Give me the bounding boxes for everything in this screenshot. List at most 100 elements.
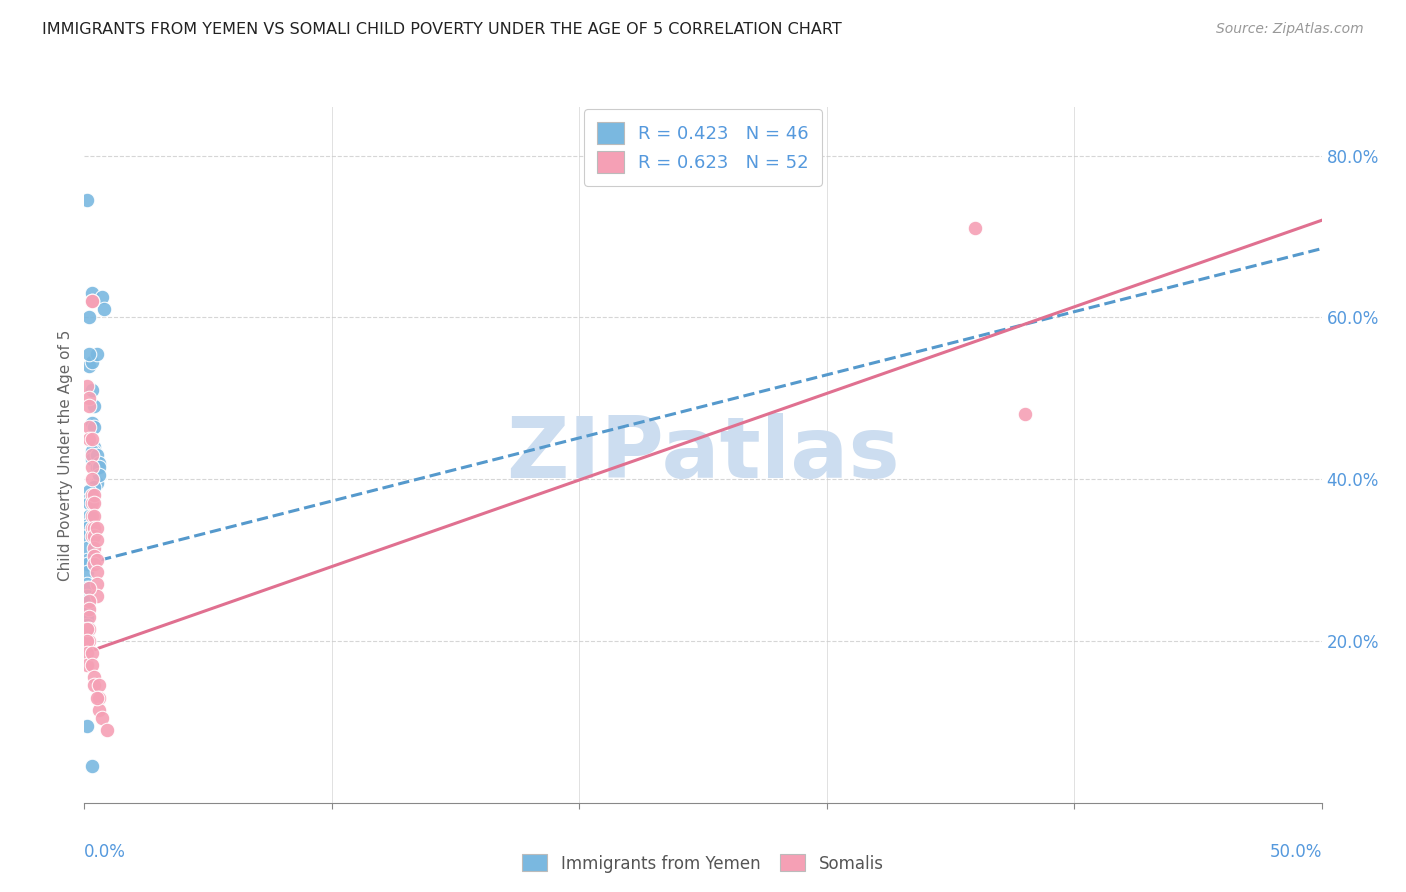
- Point: [80, 286, 103, 301]
- Point: [1014, 408, 1036, 422]
- Point: [86, 690, 108, 705]
- Point: [80, 658, 103, 673]
- Point: [80, 452, 103, 467]
- Point: [80, 521, 103, 535]
- Point: [86, 476, 108, 491]
- Point: [83, 557, 105, 571]
- Point: [80, 443, 103, 458]
- Point: [79, 492, 101, 507]
- Point: [79, 496, 101, 510]
- Point: [80, 416, 103, 430]
- Point: [86, 566, 108, 580]
- Point: [80, 432, 103, 446]
- Point: [76, 622, 98, 636]
- Text: Source: ZipAtlas.com: Source: ZipAtlas.com: [1216, 22, 1364, 37]
- Point: [76, 529, 98, 543]
- Point: [83, 496, 105, 510]
- Point: [86, 553, 108, 567]
- Point: [80, 294, 103, 309]
- Point: [83, 678, 105, 692]
- Point: [80, 488, 103, 502]
- Point: [86, 460, 108, 475]
- Y-axis label: Child Poverty Under the Age of 5: Child Poverty Under the Age of 5: [58, 329, 73, 581]
- Point: [86, 521, 108, 535]
- Point: [76, 541, 98, 555]
- Point: [80, 472, 103, 486]
- Point: [83, 440, 105, 454]
- Point: [79, 419, 101, 434]
- Point: [76, 626, 98, 640]
- Point: [93, 302, 115, 317]
- Text: 50.0%: 50.0%: [1270, 843, 1322, 861]
- Point: [79, 432, 101, 446]
- Point: [83, 541, 105, 555]
- Point: [76, 557, 98, 571]
- Point: [76, 658, 98, 673]
- Point: [80, 508, 103, 523]
- Point: [80, 355, 103, 369]
- Point: [83, 488, 105, 502]
- Point: [90, 290, 112, 304]
- Point: [83, 670, 105, 684]
- Point: [76, 577, 98, 591]
- Point: [76, 617, 98, 632]
- Point: [83, 529, 105, 543]
- Point: [80, 496, 103, 510]
- Point: [79, 622, 101, 636]
- Point: [80, 383, 103, 397]
- Point: [79, 392, 101, 406]
- Point: [965, 221, 987, 235]
- Point: [76, 719, 98, 733]
- Point: [76, 593, 98, 607]
- Point: [79, 508, 101, 523]
- Point: [80, 759, 103, 773]
- Point: [79, 484, 101, 499]
- Point: [76, 646, 98, 660]
- Point: [89, 456, 111, 470]
- Point: [80, 294, 103, 309]
- Point: [83, 521, 105, 535]
- Point: [86, 347, 108, 361]
- Point: [89, 703, 111, 717]
- Point: [80, 646, 103, 660]
- Point: [83, 400, 105, 414]
- Point: [79, 609, 101, 624]
- Point: [79, 601, 101, 615]
- Point: [76, 553, 98, 567]
- Point: [83, 419, 105, 434]
- Point: [79, 359, 101, 373]
- Point: [89, 690, 111, 705]
- Legend: R = 0.423   N = 46, R = 0.623   N = 52: R = 0.423 N = 46, R = 0.623 N = 52: [585, 109, 821, 186]
- Point: [86, 533, 108, 547]
- Point: [76, 582, 98, 596]
- Point: [86, 577, 108, 591]
- Point: [90, 711, 112, 725]
- Point: [76, 379, 98, 393]
- Point: [76, 193, 98, 207]
- Point: [76, 606, 98, 620]
- Point: [79, 400, 101, 414]
- Point: [76, 601, 98, 615]
- Point: [79, 634, 101, 648]
- Point: [79, 593, 101, 607]
- Point: [76, 634, 98, 648]
- Point: [96, 723, 118, 737]
- Text: IMMIGRANTS FROM YEMEN VS SOMALI CHILD POVERTY UNDER THE AGE OF 5 CORRELATION CHA: IMMIGRANTS FROM YEMEN VS SOMALI CHILD PO…: [42, 22, 842, 37]
- Point: [83, 480, 105, 494]
- Point: [76, 609, 98, 624]
- Text: ZIPatlas: ZIPatlas: [506, 413, 900, 497]
- Point: [83, 508, 105, 523]
- Point: [79, 582, 101, 596]
- Text: 0.0%: 0.0%: [84, 843, 127, 861]
- Point: [80, 529, 103, 543]
- Point: [76, 566, 98, 580]
- Point: [79, 516, 101, 531]
- Point: [76, 590, 98, 604]
- Point: [80, 448, 103, 462]
- Point: [76, 521, 98, 535]
- Point: [80, 460, 103, 475]
- Point: [89, 468, 111, 483]
- Point: [83, 549, 105, 563]
- Legend: Immigrants from Yemen, Somalis: Immigrants from Yemen, Somalis: [516, 847, 890, 880]
- Point: [86, 590, 108, 604]
